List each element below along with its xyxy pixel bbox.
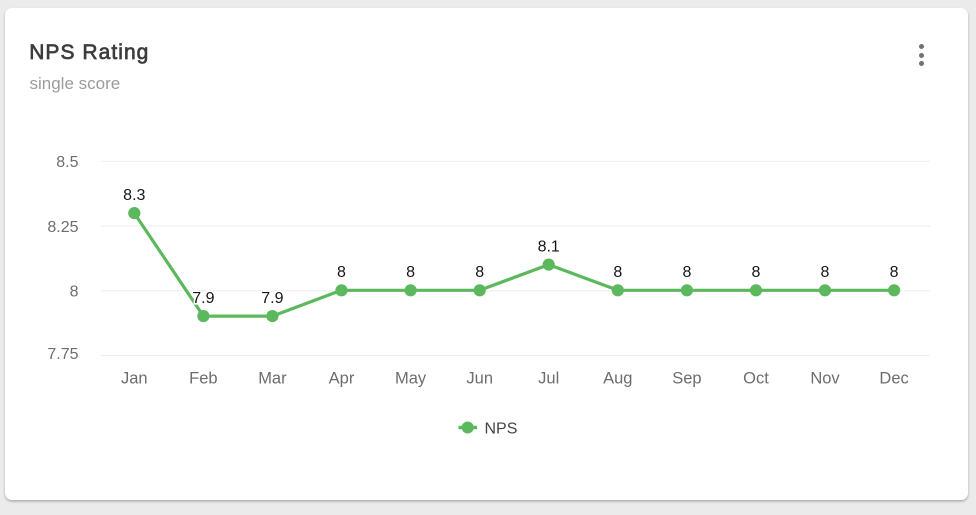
svg-text:8: 8 [70,284,79,301]
svg-text:8: 8 [752,264,761,281]
svg-text:8: 8 [475,264,484,281]
svg-text:8.25: 8.25 [47,219,78,236]
svg-text:7.9: 7.9 [192,290,214,307]
svg-text:Nov: Nov [810,370,840,388]
svg-text:Jan: Jan [121,370,148,388]
svg-text:8: 8 [406,264,415,281]
svg-text:8: 8 [890,264,899,281]
svg-text:Oct: Oct [743,370,769,388]
svg-text:8: 8 [682,264,691,281]
svg-text:7.75: 7.75 [47,346,78,363]
svg-text:Dec: Dec [879,370,908,388]
svg-text:May: May [395,370,427,388]
svg-text:NPS: NPS [485,420,518,437]
svg-text:8.1: 8.1 [538,238,560,255]
svg-text:Sep: Sep [672,370,701,388]
svg-text:8.5: 8.5 [56,154,78,171]
svg-text:8: 8 [613,264,622,281]
svg-text:7.9: 7.9 [261,290,283,307]
svg-text:8: 8 [821,264,830,281]
svg-text:Mar: Mar [258,370,287,388]
svg-text:Jul: Jul [538,370,559,388]
svg-text:Apr: Apr [329,370,355,388]
svg-text:Aug: Aug [603,370,632,388]
svg-text:8: 8 [337,264,346,281]
svg-text:Jun: Jun [466,370,493,388]
svg-text:8.3: 8.3 [123,187,145,204]
svg-text:Feb: Feb [189,370,217,388]
